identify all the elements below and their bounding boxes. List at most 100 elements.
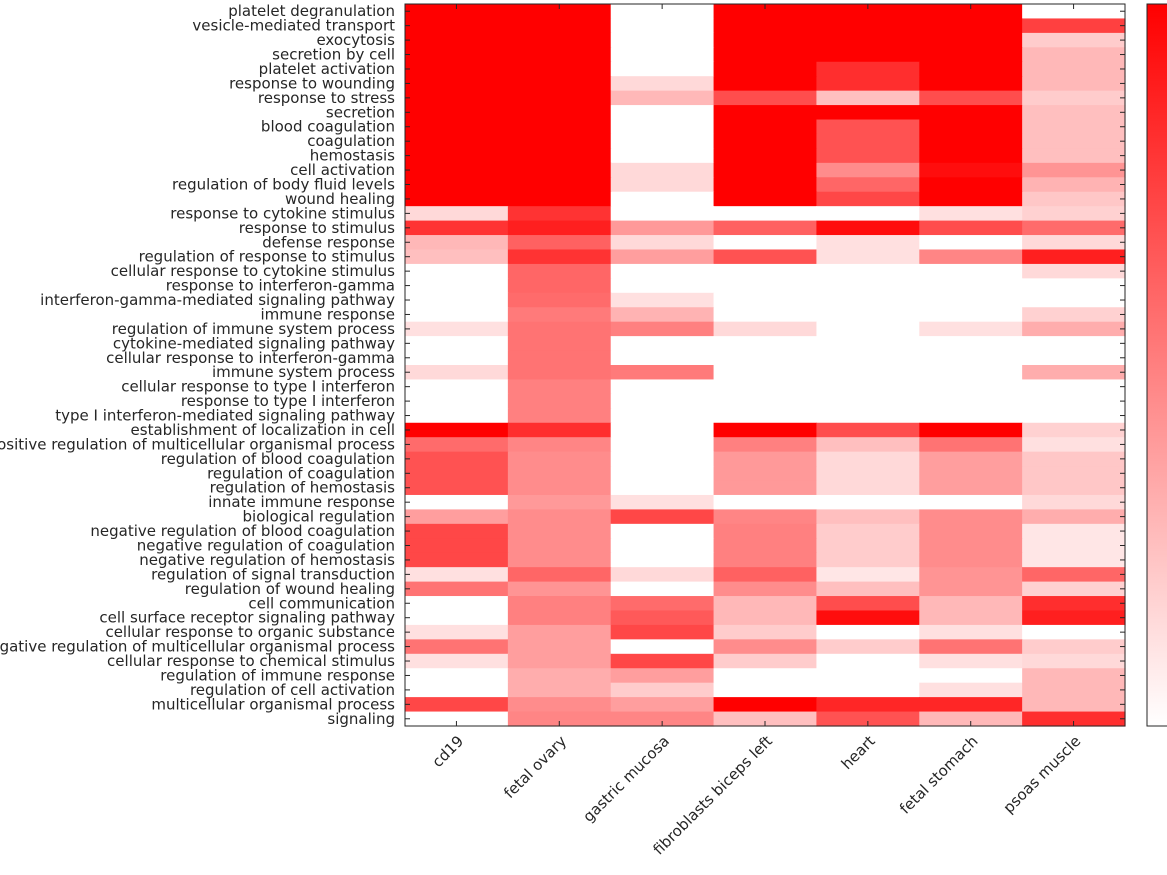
heatmap-cell bbox=[1022, 408, 1126, 424]
row-label: cellular response to interferon-gamma bbox=[106, 349, 395, 367]
heatmap-cell bbox=[713, 148, 818, 164]
heatmap-cell bbox=[610, 235, 715, 251]
heatmap-cell bbox=[507, 278, 612, 294]
heatmap-cell bbox=[919, 220, 1023, 236]
heatmap-cell bbox=[1022, 437, 1126, 453]
heatmap-cell bbox=[507, 133, 612, 149]
heatmap-cell bbox=[713, 191, 818, 207]
heatmap-cell bbox=[610, 596, 715, 612]
heatmap-cell bbox=[405, 480, 509, 496]
heatmap-cell bbox=[713, 162, 818, 178]
heatmap-cell bbox=[919, 682, 1023, 698]
heatmap-cell bbox=[405, 4, 509, 20]
heatmap-cell bbox=[1022, 263, 1126, 279]
heatmap-cell bbox=[507, 220, 612, 236]
heatmap-cell bbox=[713, 321, 818, 337]
row-label: cellular response to organic substance bbox=[105, 623, 395, 641]
heatmap-cell bbox=[610, 105, 715, 121]
heatmap-cell bbox=[919, 610, 1023, 626]
heatmap-cell bbox=[610, 610, 715, 626]
heatmap-cell bbox=[919, 206, 1023, 222]
heatmap-cell bbox=[816, 350, 920, 366]
row-label: secretion by cell bbox=[272, 46, 395, 64]
row-label: regulation of blood coagulation bbox=[161, 450, 395, 468]
heatmap-cell bbox=[816, 191, 920, 207]
heatmap-cell bbox=[1022, 379, 1126, 395]
heatmap-cell bbox=[816, 624, 920, 640]
row-label: immune response bbox=[260, 305, 395, 323]
heatmap-cell bbox=[816, 365, 920, 381]
heatmap-cell bbox=[713, 653, 818, 669]
heatmap-cell bbox=[816, 292, 920, 308]
heatmap-cell bbox=[919, 61, 1023, 77]
heatmap-cell bbox=[713, 451, 818, 467]
heatmap-cell bbox=[405, 365, 509, 381]
heatmap-cell bbox=[919, 119, 1023, 135]
heatmap-cell bbox=[919, 581, 1023, 597]
plot-frame bbox=[404, 3, 1126, 727]
row-label: biological regulation bbox=[243, 508, 395, 526]
heatmap-cell bbox=[713, 509, 818, 525]
heatmap-cell bbox=[405, 451, 509, 467]
heatmap-cell bbox=[507, 307, 612, 323]
heatmap-cell bbox=[610, 393, 715, 409]
row-label: negative regulation of multicellular org… bbox=[0, 638, 395, 656]
heatmap-cell bbox=[405, 105, 509, 121]
row-label: wound healing bbox=[285, 190, 395, 208]
heatmap-cell bbox=[919, 105, 1023, 121]
heatmap-cell bbox=[610, 133, 715, 149]
heatmap-cell bbox=[610, 263, 715, 279]
heatmap-cell bbox=[1022, 133, 1126, 149]
heatmap-cell bbox=[1022, 509, 1126, 525]
row-label: platelet activation bbox=[259, 60, 395, 78]
heatmap-cell bbox=[919, 596, 1023, 612]
heatmap-cell bbox=[405, 653, 509, 669]
heatmap-cell bbox=[507, 105, 612, 121]
heatmap-cell bbox=[405, 668, 509, 684]
heatmap-cell bbox=[919, 668, 1023, 684]
heatmap-cell bbox=[610, 278, 715, 294]
column-label: psoas muscle bbox=[1000, 732, 1085, 817]
heatmap-cell bbox=[610, 682, 715, 698]
heatmap-cell bbox=[713, 480, 818, 496]
heatmap-cell bbox=[1022, 4, 1126, 20]
heatmap-cell bbox=[405, 336, 509, 352]
heatmap-cell bbox=[507, 32, 612, 48]
heatmap-cell bbox=[919, 133, 1023, 149]
row-label: response to wounding bbox=[229, 74, 395, 92]
heatmap-cell bbox=[1022, 206, 1126, 222]
heatmap-cell bbox=[507, 422, 612, 438]
heatmap-cell bbox=[405, 191, 509, 207]
heatmap-cell bbox=[713, 133, 818, 149]
heatmap-cell bbox=[610, 47, 715, 63]
heatmap-cell bbox=[713, 350, 818, 366]
heatmap-cell bbox=[507, 494, 612, 510]
heatmap-cell bbox=[919, 480, 1023, 496]
heatmap-cell bbox=[1022, 624, 1126, 640]
heatmap-cell bbox=[610, 697, 715, 713]
heatmap-cell bbox=[919, 379, 1023, 395]
heatmap-cell bbox=[816, 494, 920, 510]
heatmap-cell bbox=[610, 552, 715, 568]
row-label: regulation of cell activation bbox=[190, 681, 395, 699]
heatmap-cell bbox=[405, 624, 509, 640]
heatmap-cell bbox=[610, 162, 715, 178]
heatmap-cell bbox=[919, 437, 1023, 453]
heatmap-cell bbox=[405, 408, 509, 424]
heatmap-cell bbox=[919, 321, 1023, 337]
heatmap-cell bbox=[610, 523, 715, 539]
row-label: regulation of hemostasis bbox=[210, 479, 396, 497]
heatmap-cell bbox=[919, 509, 1023, 525]
heatmap-cell bbox=[507, 509, 612, 525]
heatmap-cell bbox=[713, 220, 818, 236]
row-label: response to type I interferon bbox=[181, 392, 395, 410]
heatmap-cell bbox=[1022, 18, 1126, 34]
heatmap-cell bbox=[816, 18, 920, 34]
heatmap-cell bbox=[405, 47, 509, 63]
row-label: cell surface receptor signaling pathway bbox=[99, 609, 395, 627]
heatmap-cell bbox=[919, 711, 1023, 727]
heatmap-cell bbox=[610, 32, 715, 48]
heatmap-cell bbox=[713, 610, 818, 626]
heatmap-cell bbox=[816, 379, 920, 395]
